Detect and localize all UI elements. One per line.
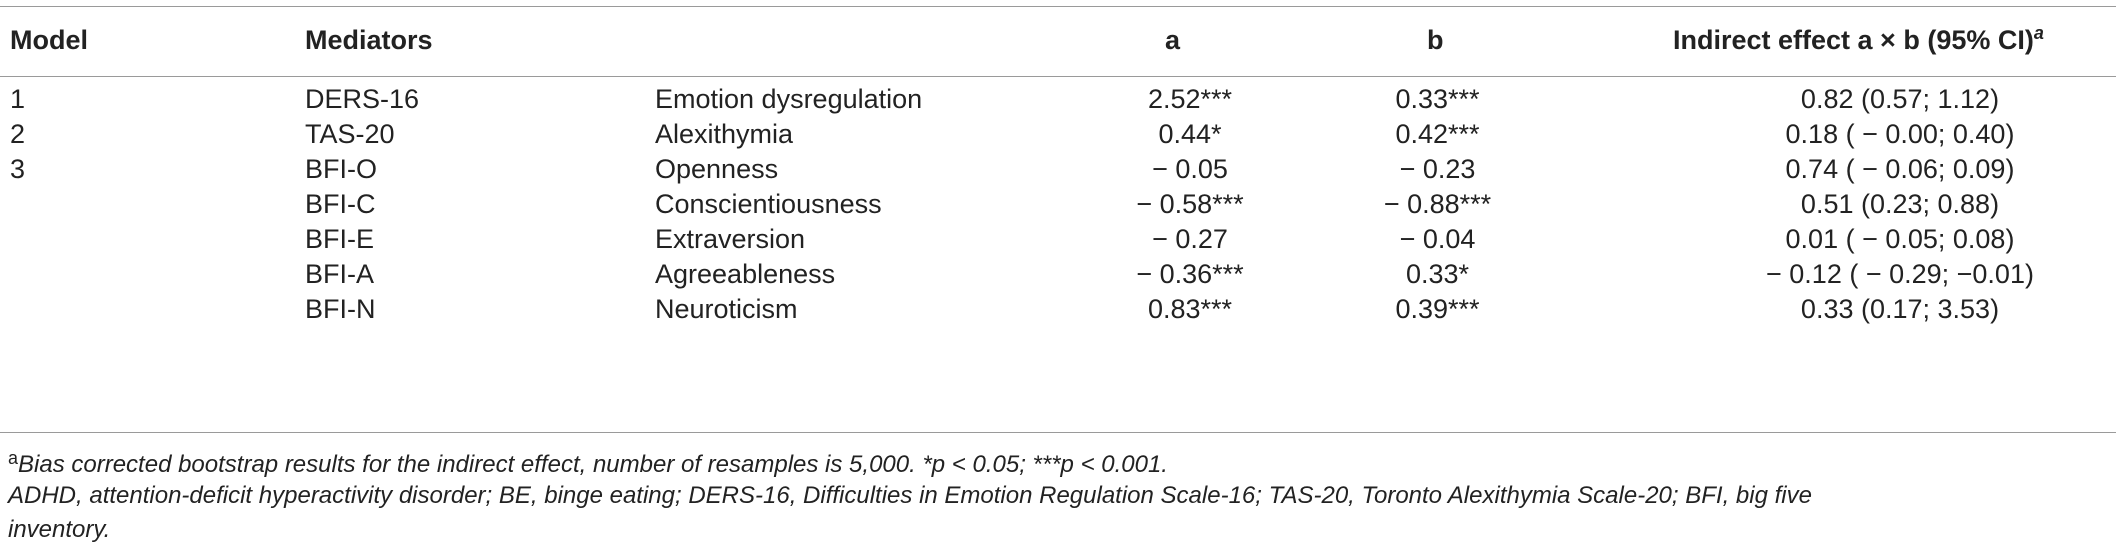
row-5-mediator-name: Extraversion [655,224,806,254]
row-6-a: − 0.36*** [1136,259,1244,289]
row-7-mediator-code: BFI-N [305,294,376,324]
row-7-b: 0.39*** [1395,294,1480,324]
row-2-mediator-code: TAS-20 [305,119,395,149]
row-6-b: 0.33* [1405,259,1470,289]
row-7-a: 0.83*** [1147,294,1233,324]
row-1-model: 1 [10,84,26,114]
header-indirect-footnote-marker: a [2033,23,2044,43]
row-5-b: − 0.04 [1399,224,1476,254]
row-4-mediator-code: BFI-C [305,189,376,219]
footnote-abbreviations-continued: inventory. [8,516,111,543]
row-2-a: 0.44* [1158,119,1222,149]
header-indirect-effect-label: Indirect effect a × b (95% CI) [1673,25,2034,55]
footnote-bootstrap: aBias corrected bootstrap results for th… [8,443,1168,480]
row-3-b: − 0.23 [1399,154,1476,184]
table-top-rule [0,6,2116,7]
table-bottom-rule [0,432,2116,433]
row-4-b: − 0.88*** [1383,189,1492,219]
row-3-mediator-code: BFI-O [305,154,377,184]
row-5-indirect-effect: 0.01 ( − 0.05; 0.08) [1785,224,2015,254]
row-7-mediator-name: Neuroticism [655,294,798,324]
footnote-marker: a [8,448,19,468]
row-6-mediator-code: BFI-A [305,259,375,289]
row-4-a: − 0.58*** [1136,189,1244,219]
row-6-indirect-effect: − 0.12 ( − 0.29; −0.01) [1766,259,2034,289]
row-1-mediator-code: DERS-16 [305,84,420,114]
row-1-mediator-name: Emotion dysregulation [655,84,923,114]
row-3-mediator-name: Openness [655,154,779,184]
row-3-model: 3 [10,154,26,184]
header-mediators: Mediators [305,25,433,55]
footnote-bootstrap-text: Bias corrected bootstrap results for the… [18,451,1168,478]
row-2-mediator-name: Alexithymia [655,119,794,149]
row-1-indirect-effect: 0.82 (0.57; 1.12) [1800,84,2000,114]
row-5-mediator-code: BFI-E [305,224,375,254]
row-6-mediator-name: Agreeableness [655,259,836,289]
row-4-mediator-name: Conscientiousness [655,189,882,219]
row-2-model: 2 [10,119,26,149]
row-7-indirect-effect: 0.33 (0.17; 3.53) [1800,294,2000,324]
row-2-b: 0.42*** [1395,119,1480,149]
row-5-a: − 0.27 [1152,224,1228,254]
header-a: a [1165,25,1181,55]
row-1-a: 2.52*** [1147,84,1233,114]
footnote-abbreviations: ADHD, attention-deficit hyperactivity di… [8,482,1812,509]
header-b: b [1427,25,1444,55]
header-rule [0,76,2116,77]
row-2-indirect-effect: 0.18 ( − 0.00; 0.40) [1785,119,2015,149]
row-3-a: − 0.05 [1152,154,1228,184]
header-model: Model [10,25,88,55]
row-1-b: 0.33*** [1395,84,1480,114]
header-indirect-effect: Indirect effect a × b (95% CI)a [1673,24,2044,56]
row-4-indirect-effect: 0.51 (0.23; 0.88) [1800,189,2000,219]
row-3-indirect-effect: 0.74 ( − 0.06; 0.09) [1785,154,2015,184]
